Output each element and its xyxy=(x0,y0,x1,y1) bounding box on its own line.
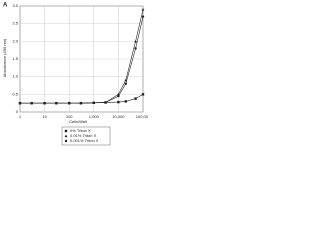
chart: A Cells/Well Absorbance (490 nm) 0 0.5 1.0… xyxy=(2,3,148,146)
y-tick-label: 2.0 xyxy=(12,38,18,43)
legend-label: 0.001% Triton X xyxy=(70,138,99,143)
y-tick-label: 0 xyxy=(16,109,19,114)
legend-marker xyxy=(64,139,68,143)
point xyxy=(79,101,83,105)
legend-label: 0% Triton X xyxy=(70,128,91,133)
x-axis-label: Cells/Well xyxy=(69,119,87,124)
x-tick-label: 10 xyxy=(42,114,47,119)
y-tick-label: 1.5 xyxy=(12,56,18,61)
point xyxy=(134,39,137,43)
legend-label: 0.01% Triton X xyxy=(70,133,97,138)
point xyxy=(43,101,46,105)
point xyxy=(30,101,33,105)
point xyxy=(124,82,128,85)
point xyxy=(104,101,107,104)
x-tick-label: 1 xyxy=(19,114,22,119)
x-tick-label: 10,000 xyxy=(112,114,125,119)
point xyxy=(124,100,128,103)
legend-box xyxy=(61,126,111,146)
point xyxy=(134,97,137,100)
point xyxy=(134,47,137,50)
series-line xyxy=(20,16,144,104)
point xyxy=(117,94,120,98)
point xyxy=(18,101,22,105)
point xyxy=(141,93,145,96)
y-tick-label: 1.0 xyxy=(12,74,18,79)
y-tick-label: 3.0 xyxy=(12,3,18,8)
point xyxy=(141,8,145,11)
x-tick-label: 100 xyxy=(66,114,73,119)
x-tick-label: 100,000 xyxy=(136,114,148,119)
x-tick-label: 1,000 xyxy=(89,114,100,119)
y-tick-label: 2.5 xyxy=(12,21,18,26)
point xyxy=(92,101,96,105)
panel-letter: A xyxy=(3,3,8,9)
point xyxy=(68,101,71,105)
point xyxy=(55,101,58,105)
y-tick-label: 0.5 xyxy=(12,91,18,96)
point xyxy=(117,100,120,104)
point xyxy=(141,15,145,18)
legend-marker xyxy=(64,129,68,133)
legend-marker xyxy=(64,134,68,138)
y-axis-label: Absorbance (490 nm) xyxy=(2,38,7,77)
